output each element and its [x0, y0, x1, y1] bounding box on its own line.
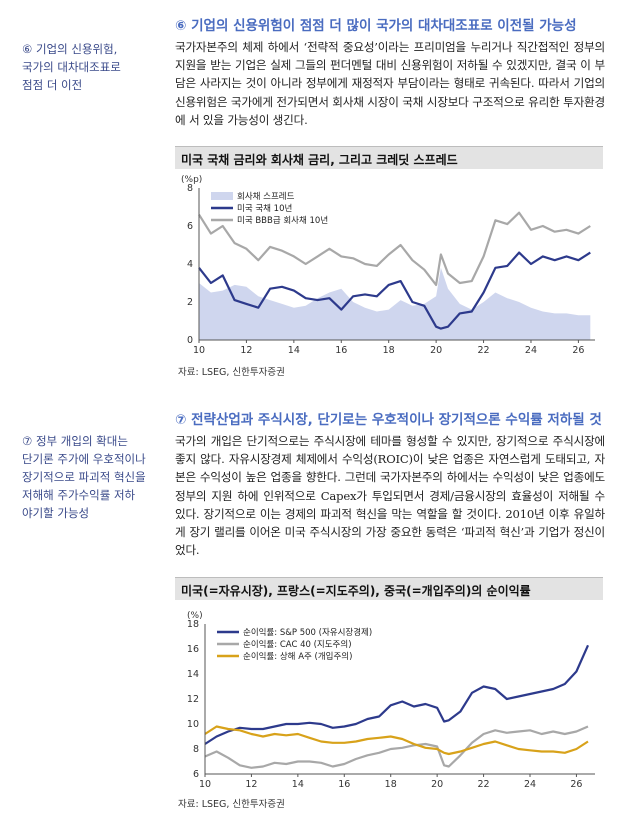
x-tick-label: 12	[245, 779, 257, 790]
side-note-line: ⑦ 정부 개입의 확대는	[22, 434, 128, 448]
y-tick-label: 12	[187, 694, 199, 705]
x-tick-label: 16	[338, 779, 350, 790]
x-tick-label: 24	[524, 779, 536, 790]
side-note-line: 단기론 주가에 우호적이나	[22, 452, 146, 466]
y-tick-label: 8	[187, 183, 193, 194]
side-note-line: 점점 더 이전	[22, 78, 83, 92]
x-tick-label: 12	[240, 345, 252, 356]
legend-label: 미국 국채 10년	[237, 203, 292, 214]
y-tick-label: 18	[187, 619, 199, 630]
x-tick-label: 20	[431, 779, 443, 790]
y-tick-label: 0	[187, 335, 193, 346]
legend-label: 회사채 스프레드	[237, 191, 295, 202]
series-line-1	[198, 251, 591, 330]
side-note-line: ⑥ 기업의 신용위험,	[22, 42, 118, 56]
y-tick-label: 16	[187, 644, 199, 655]
y-tick-label: 14	[187, 669, 199, 680]
legend-label: 순이익률: S&P 500 (자유시장경제)	[243, 627, 372, 638]
section1-body: 국가자본주의 체제 하에서 ‘전략적 중요성’이라는 프리미엄을 누리거나 직간…	[175, 40, 605, 127]
section1-side-note: ⑥ 기업의 신용위험, 국가의 대차대조표로 점점 더 이전	[22, 40, 172, 94]
series-line-0	[204, 644, 590, 745]
x-tick-label: 20	[430, 345, 442, 356]
section1-heading: ⑥ 기업의 신용위험이 점점 더 많이 국가의 대차대조표로 이전될 가능성	[175, 18, 577, 34]
chart1-title-bar: 미국 국채 금리와 회사채 금리, 그리고 크레딧 스프레드	[175, 146, 603, 169]
chart2-svg: (%) 6 8 10 12 14 16 18 10 12 14 16 18 20 22 24 26 순이익률: S…	[187, 611, 595, 790]
series-area-0	[199, 267, 591, 340]
y-tick-label: 2	[187, 297, 193, 308]
x-tick-label: 16	[335, 345, 347, 356]
y-tick-label: 8	[193, 744, 199, 755]
series-line-2	[204, 725, 589, 756]
chart2-title-bar: 미국(=자유시장), 프랑스(=지도주의), 중국(=개입주의)의 순이익률	[175, 577, 603, 600]
section2-body: 국가의 개입은 단기적으로는 주식시장에 테마를 형성할 수 있지만, 장기적으…	[175, 434, 605, 558]
chart2-source: 자료: LSEG, 신한투자증권	[178, 799, 285, 810]
y-tick-label: 10	[187, 719, 199, 730]
y-tick-label: 6	[187, 221, 193, 232]
side-note-line: 야기할 가능성	[22, 506, 90, 520]
x-tick-label: 24	[525, 345, 537, 356]
side-note-line: 장기적으로 파괴적 혁신을	[22, 470, 146, 484]
y-tick-label: 6	[193, 769, 199, 780]
x-tick-label: 18	[383, 345, 395, 356]
chart1-title: 미국 국채 금리와 회사채 금리, 그리고 크레딧 스프레드	[181, 153, 458, 167]
chart2-title: 미국(=자유시장), 프랑스(=지도주의), 중국(=개입주의)의 순이익률	[181, 584, 531, 598]
x-tick-label: 22	[478, 345, 490, 356]
series-line-2	[198, 211, 591, 286]
legend-swatch	[211, 192, 233, 200]
y-tick-label: 4	[187, 259, 193, 270]
section2-side-note: ⑦ 정부 개입의 확대는 단기론 주가에 우호적이나 장기적으로 파괴적 혁신을…	[22, 432, 172, 522]
side-note-line: 국가의 대차대조표로	[22, 60, 121, 74]
x-tick-label: 26	[570, 779, 582, 790]
chart1-source: 자료: LSEG, 신한투자증권	[178, 367, 285, 378]
section2-heading: ⑦ 전략산업과 주식시장, 단기로는 우호적이나 장기적으론 수익률 저하될 것	[175, 412, 602, 428]
x-tick-label: 18	[385, 779, 397, 790]
y-axis-unit-label: (%p)	[181, 175, 202, 185]
series-line-1	[204, 725, 589, 769]
x-tick-label: 10	[193, 345, 205, 356]
x-tick-label: 14	[292, 779, 304, 790]
x-tick-label: 22	[478, 779, 490, 790]
y-axis-unit-label: (%)	[187, 611, 203, 621]
x-tick-label: 10	[199, 779, 211, 790]
x-tick-label: 26	[572, 345, 584, 356]
legend-label: 미국 BBB급 회사채 10년	[237, 215, 328, 226]
legend-label: 순이익률: CAC 40 (지도주의)	[243, 639, 352, 650]
x-tick-label: 14	[288, 345, 300, 356]
legend-label: 순이익률: 상해 A주 (개입주의)	[243, 651, 352, 662]
side-note-line: 저해해 주가수익률 저하	[22, 488, 136, 502]
